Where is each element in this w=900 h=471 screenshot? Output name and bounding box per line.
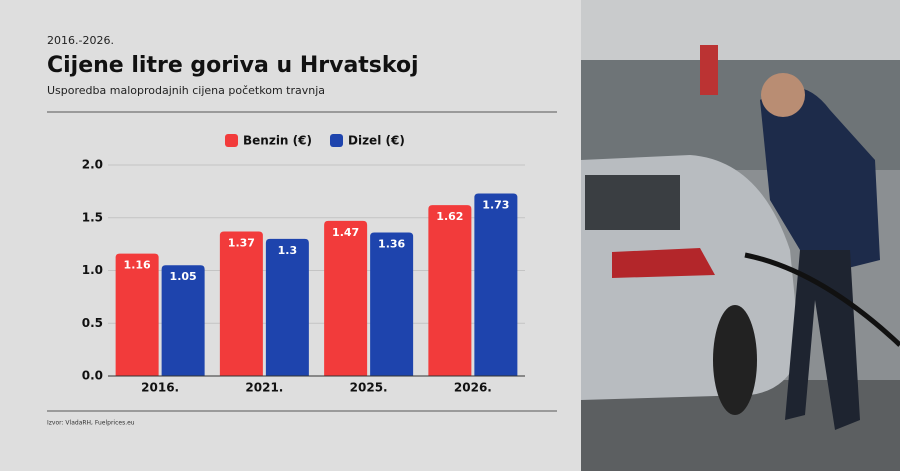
value-label: 1.73	[482, 198, 509, 211]
chart-title: Cijene litre goriva u Hrvatskoj	[47, 53, 419, 78]
legend-swatch	[225, 134, 238, 147]
bar	[161, 265, 205, 376]
y-tick-label: 2.0	[82, 158, 103, 172]
bar	[265, 238, 309, 376]
value-label: 1.37	[228, 236, 255, 249]
y-tick-label: 1.5	[82, 210, 103, 224]
x-tick-label: 2016.	[141, 381, 179, 395]
bar	[474, 193, 518, 376]
kicker: 2016.-2026.	[47, 34, 114, 47]
value-label: 1.05	[170, 270, 197, 283]
y-tick-label: 1.0	[82, 263, 103, 277]
bar	[428, 205, 472, 376]
x-tick-label: 2025.	[350, 381, 388, 395]
value-label: 1.62	[436, 210, 463, 223]
chart-subtitle: Usporedba maloprodajnih cijena početkom …	[47, 84, 325, 97]
bar	[324, 220, 368, 376]
legend-swatch	[330, 134, 343, 147]
legend-label: Benzin (€)	[243, 134, 312, 148]
legend-label: Dizel (€)	[348, 134, 405, 148]
bar	[219, 231, 263, 376]
source: Izvor: VladaRH, Fuelprices.eu	[47, 420, 135, 427]
bar	[115, 253, 159, 376]
x-tick-label: 2026.	[454, 381, 492, 395]
value-label: 1.16	[124, 259, 151, 272]
y-tick-label: 0.5	[82, 316, 103, 330]
x-tick-label: 2021.	[245, 381, 283, 395]
photo	[581, 0, 900, 471]
y-tick-label: 0.0	[82, 369, 103, 383]
value-label: 1.3	[278, 244, 298, 257]
bar	[370, 232, 414, 376]
value-label: 1.47	[332, 226, 359, 239]
value-label: 1.36	[378, 238, 405, 251]
